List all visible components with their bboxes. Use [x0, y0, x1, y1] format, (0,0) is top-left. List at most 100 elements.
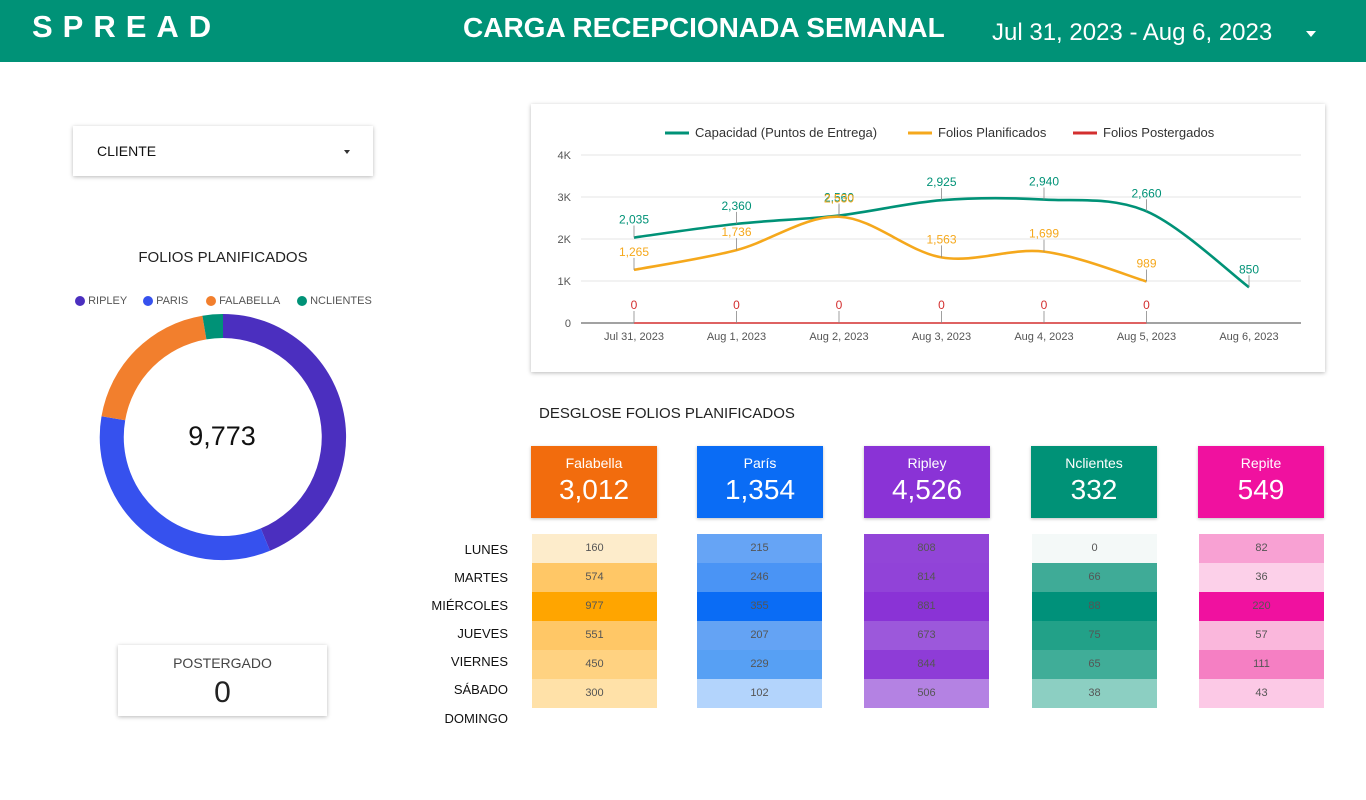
header-bar: SPREAD CARGA RECEPCIONADA SEMANAL Jul 31… — [0, 0, 1366, 62]
data-label: 1,563 — [926, 232, 956, 246]
day-label: DOMINGO — [444, 711, 508, 726]
data-label: 0 — [938, 298, 945, 312]
data-label: 0 — [733, 298, 740, 312]
heatmap-cell: 300 — [532, 679, 657, 708]
x-tick-label: Aug 2, 2023 — [809, 331, 868, 343]
pie-legend-item: FALABELLA — [206, 295, 280, 307]
kpi-card-repite: Repite 549 — [1198, 446, 1324, 518]
postergado-card: POSTERGADO 0 — [118, 645, 327, 716]
heatmap-cell: 844 — [864, 650, 989, 679]
y-tick-label: 0 — [565, 318, 571, 330]
kpi-label: Nclientes — [1065, 455, 1123, 471]
date-range-selector[interactable]: Jul 31, 2023 - Aug 6, 2023 — [992, 19, 1273, 46]
kpi-value: 4,526 — [891, 474, 963, 505]
data-label: 1,736 — [721, 225, 751, 239]
legend-dot-icon — [206, 296, 216, 307]
heatmap-cell: 0 — [1032, 534, 1157, 563]
legend-label: Folios Postergados — [1103, 125, 1215, 140]
donut-slice-nclientes[interactable] — [202, 313, 223, 340]
x-tick-label: Aug 1, 2023 — [707, 331, 766, 343]
heatmap-cell: 673 — [864, 621, 989, 650]
day-label: MARTES — [454, 570, 508, 585]
donut-slice-paris[interactable] — [99, 416, 270, 561]
day-label: VIERNES — [450, 654, 508, 669]
y-tick-label: 1K — [558, 276, 572, 288]
postergado-label: POSTERGADO — [173, 655, 272, 671]
heatmap-cell: 65 — [1032, 650, 1157, 679]
heatmap-cell: 881 — [864, 592, 989, 621]
chevron-down-icon[interactable] — [344, 150, 350, 154]
data-label: 989 — [1136, 256, 1156, 270]
heatmap-cell: 111 — [1199, 650, 1324, 679]
x-tick-label: Aug 4, 2023 — [1014, 331, 1073, 343]
data-label: 2,660 — [1131, 186, 1161, 200]
heatmap-cell: 220 — [1199, 592, 1324, 621]
heatmap-cell: 814 — [864, 563, 989, 592]
heatmap-cell: 207 — [697, 621, 822, 650]
chevron-down-icon[interactable] — [1306, 31, 1316, 37]
day-label: JUEVES — [457, 626, 508, 641]
client-dropdown[interactable]: CLIENTE — [73, 126, 373, 176]
data-label: 0 — [631, 298, 638, 312]
heatmap-cell: 160 — [532, 534, 657, 563]
kpi-value: 332 — [1070, 474, 1118, 505]
heatmap-cell: 43 — [1199, 679, 1324, 708]
kpi-card-falabella: Falabella 3,012 — [531, 446, 657, 518]
data-label: 0 — [1041, 298, 1048, 312]
y-tick-label: 3K — [558, 192, 572, 204]
donut-slice-falabella[interactable] — [101, 315, 207, 421]
data-label: 2,925 — [926, 175, 956, 189]
pie-legend-label: PARIS — [156, 295, 189, 307]
legend-dot-icon — [75, 296, 85, 307]
heatmap-cell: 75 — [1032, 621, 1157, 650]
heatmap-cell: 246 — [697, 563, 822, 592]
kpi-card-ripley: Ripley 4,526 — [864, 446, 990, 518]
donut-slice-ripley[interactable] — [223, 313, 347, 551]
heatmap-cell: 355 — [697, 592, 822, 621]
heatmap-cell: 551 — [532, 621, 657, 650]
data-label: 0 — [836, 298, 843, 312]
heatmap-cell: 215 — [697, 534, 822, 563]
kpi-label: Ripley — [907, 455, 947, 471]
data-label: 2,560 — [824, 190, 854, 204]
legend-label: Folios Planificados — [938, 125, 1047, 140]
desglose-title: DESGLOSE FOLIOS PLANIFICADOS — [539, 405, 795, 422]
day-label: SÁBADO — [453, 682, 508, 697]
data-label: 2,940 — [1029, 175, 1059, 189]
y-tick-label: 4K — [558, 150, 572, 162]
pie-legend-item: RIPLEY — [75, 295, 127, 307]
pie-legend-label: FALABELLA — [219, 295, 281, 307]
kpi-value: 3,012 — [558, 474, 630, 505]
pie-legend-item: PARIS — [143, 295, 188, 307]
x-tick-label: Aug 5, 2023 — [1117, 331, 1176, 343]
heatmap-cell: 82 — [1199, 534, 1324, 563]
day-label: MIÉRCOLES — [431, 598, 508, 613]
data-label: 850 — [1239, 262, 1259, 276]
data-label: 2,035 — [619, 213, 649, 227]
heatmap-cell: 977 — [532, 592, 657, 621]
pie-legend-label: NCLIENTES — [310, 295, 372, 307]
legend-label: Capacidad (Puntos de Entrega) — [695, 125, 877, 140]
kpi-card-paris: París 1,354 — [697, 446, 823, 518]
day-label: LUNES — [464, 542, 508, 557]
donut-total: 9,773 — [188, 421, 256, 451]
x-tick-label: Aug 3, 2023 — [912, 331, 971, 343]
heatmap-cell: 66 — [1032, 563, 1157, 592]
line-chart-card: 0 1K 2K 3K 4K Jul 31, 2023 Aug 1, 2023 Aug 2, 2… — [531, 104, 1325, 372]
legend-dot-icon — [143, 296, 153, 307]
heatmap-cell: 38 — [1032, 679, 1157, 708]
postergado-value: 0 — [214, 676, 231, 709]
data-label: 2,360 — [721, 199, 751, 213]
data-label: 1,265 — [619, 245, 649, 259]
series-line — [633, 215, 1147, 283]
heatmap-cell: 36 — [1199, 563, 1324, 592]
x-tick-label: Jul 31, 2023 — [604, 331, 664, 343]
heatmap-cell: 102 — [697, 679, 822, 708]
page-title: CARGA RECEPCIONADA SEMANAL — [463, 12, 945, 43]
kpi-label: Repite — [1240, 455, 1282, 471]
kpi-label: París — [743, 455, 777, 471]
heatmap-cell: 506 — [864, 679, 989, 708]
pie-title: FOLIOS PLANIFICADOS — [138, 249, 308, 266]
kpi-card-nclientes: Nclientes 332 — [1031, 446, 1157, 518]
data-label: 2,530 — [824, 192, 854, 206]
